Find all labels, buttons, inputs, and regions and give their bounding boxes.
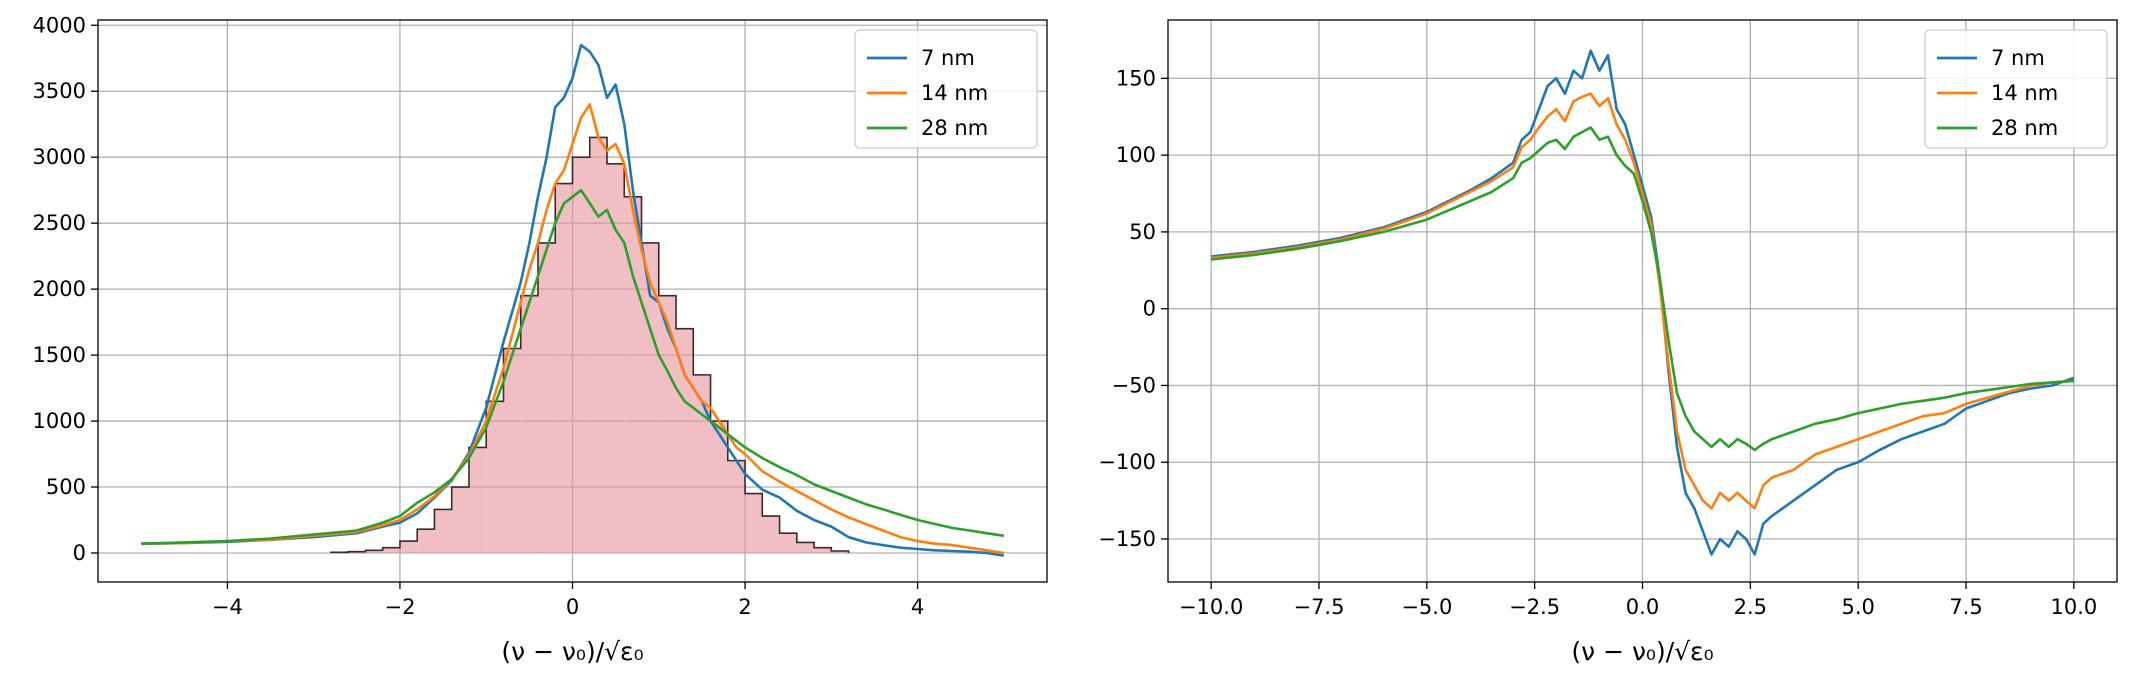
x-tick-label: −7.5	[1293, 595, 1344, 619]
left-chart: −4 −2 0 2 4 0 500 1000 1500 2000 2500 3000 3500 4000 (…	[33, 13, 1048, 666]
legend: 7 nm 14 nm 28 nm	[854, 29, 1038, 149]
histogram-bar	[572, 157, 590, 553]
x-tick-label: 2	[738, 595, 751, 619]
histogram-bar	[451, 487, 469, 553]
histogram-bar	[399, 541, 418, 553]
y-tick-label: 100	[1116, 143, 1156, 167]
histogram-bar	[382, 547, 400, 553]
histogram-bar	[658, 295, 677, 553]
x-tick-label: 10.0	[2050, 595, 2097, 619]
y-tick-label: 0	[1143, 297, 1156, 321]
y-tick-label: 0	[73, 541, 86, 565]
histogram-bar	[727, 460, 746, 553]
x-tick-label: −5.0	[1401, 595, 1452, 619]
histogram-bar	[831, 550, 849, 553]
histogram-bar	[503, 348, 521, 553]
y-tick-label: 2000	[33, 277, 86, 301]
y-tick-label: −150	[1098, 527, 1156, 551]
histogram-bar	[555, 183, 573, 553]
x-tick-label: −4	[212, 595, 243, 619]
histogram-outline	[330, 136, 850, 554]
histogram-bar	[589, 137, 608, 553]
histogram-bar	[417, 529, 435, 553]
histogram-bar	[762, 516, 780, 553]
y-tick-label: 1000	[33, 409, 86, 433]
x-axis-label: (ν − ν₀)/√ε₀	[1571, 637, 1713, 666]
histogram	[330, 136, 850, 554]
series-line	[141, 188, 1005, 545]
histogram-bar	[486, 401, 504, 553]
right-chart: −10.0 −7.5 −5.0 −2.5 0.0 2.5 5.0 7.5 10.0 −150 −10…	[1098, 19, 2118, 666]
histogram-bar	[745, 493, 763, 553]
series-line	[1210, 126, 2074, 452]
x-axis-label: (ν − ν₀)/√ε₀	[501, 637, 643, 666]
histogram-bar	[641, 242, 659, 553]
histogram-bar	[710, 421, 728, 553]
legend-label: 7 nm	[921, 46, 975, 70]
legend-label: 14 nm	[921, 81, 988, 105]
legend-label: 28 nm	[921, 116, 988, 140]
histogram-bar	[607, 163, 625, 553]
y-tick-label: 3000	[33, 145, 86, 169]
series-line	[141, 103, 1005, 555]
x-tick-label: 4	[911, 595, 924, 619]
y-tick-label: 3500	[33, 79, 86, 103]
y-tick-label: −100	[1098, 450, 1156, 474]
histogram-bar	[779, 533, 797, 553]
x-tick-label: −10.0	[1179, 595, 1243, 619]
legend-box	[1924, 29, 2108, 149]
series-line	[1210, 92, 2074, 510]
histogram-bar	[365, 550, 383, 553]
histogram-bar	[796, 542, 815, 553]
histogram-bar	[676, 328, 694, 553]
y-tick-label: 4000	[33, 13, 86, 37]
y-tick-label: 150	[1116, 66, 1156, 90]
legend-label: 14 nm	[1991, 81, 2058, 105]
x-tick-label: −2.5	[1509, 595, 1560, 619]
x-tick-label: 0	[566, 595, 579, 619]
y-tick-label: 1500	[33, 343, 86, 367]
legend-box	[854, 29, 1038, 149]
y-tick-label: 500	[46, 475, 86, 499]
histogram-bar	[537, 242, 556, 553]
x-tick-label: −2	[384, 595, 415, 619]
legend-label: 28 nm	[1991, 116, 2058, 140]
y-tick-label: 2500	[33, 211, 86, 235]
legend-label: 7 nm	[1991, 46, 2045, 70]
histogram-bar	[520, 295, 538, 553]
histogram-bar	[468, 447, 487, 553]
x-tick-label: 7.5	[1949, 595, 1982, 619]
y-tick-label: 50	[1129, 220, 1156, 244]
y-tick-label: −50	[1112, 373, 1156, 397]
legend: 7 nm 14 nm 28 nm	[1924, 29, 2108, 149]
histogram-bar	[814, 547, 832, 553]
x-tick-label: 2.5	[1734, 595, 1767, 619]
x-tick-label: 5.0	[1841, 595, 1874, 619]
histogram-bar	[434, 509, 452, 553]
x-tick-label: 0.0	[1626, 595, 1659, 619]
